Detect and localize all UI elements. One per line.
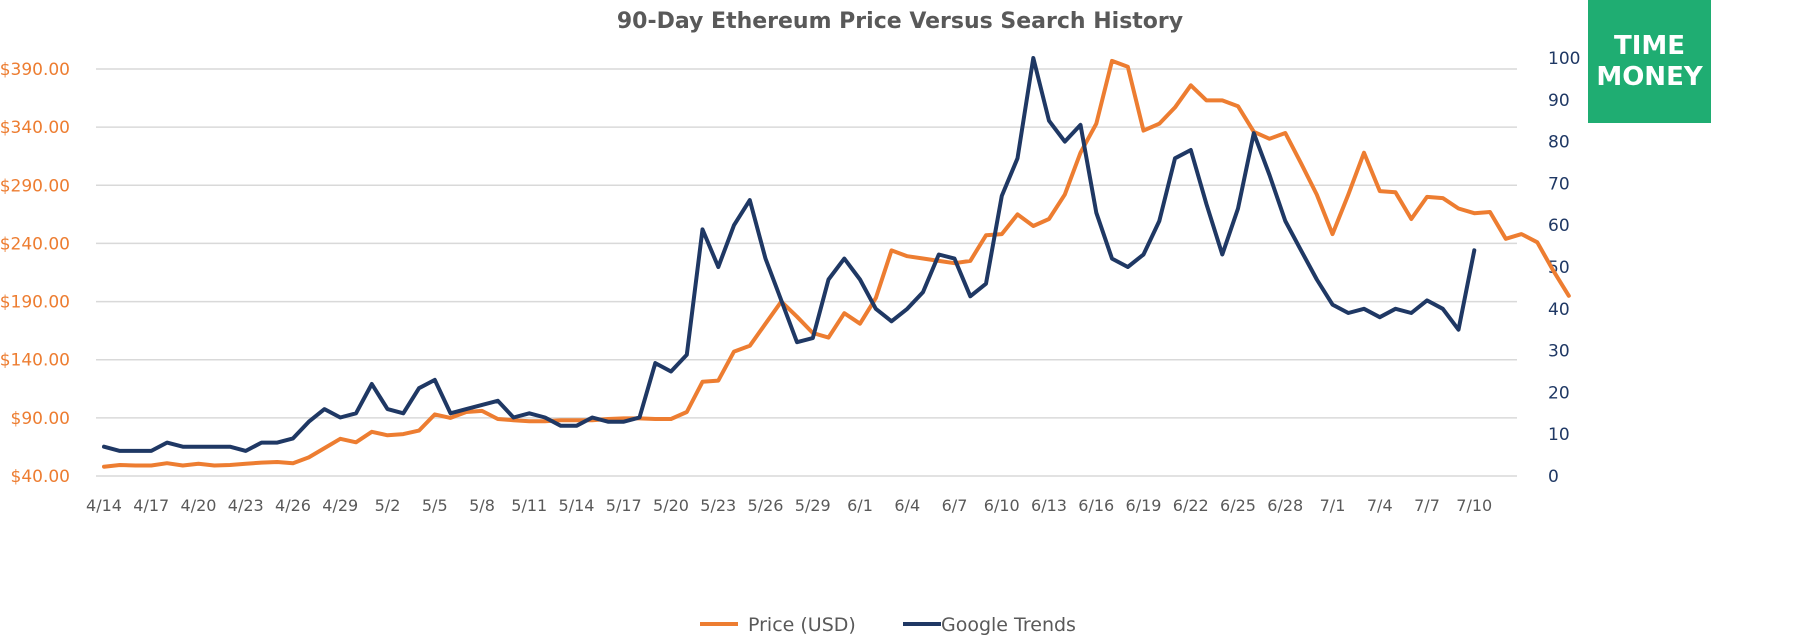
- right-tick-label: 60: [1548, 216, 1570, 236]
- x-tick-label: 6/16: [1078, 496, 1114, 515]
- left-tick-label: $140.00: [0, 351, 70, 371]
- right-tick-label: 0: [1548, 467, 1559, 487]
- x-tick-label: 7/4: [1367, 496, 1393, 515]
- x-tick-label: 5/23: [700, 496, 736, 515]
- right-tick-label: 100: [1548, 49, 1580, 69]
- left-tick-label: $240.00: [0, 234, 70, 254]
- x-tick-label: 5/14: [559, 496, 595, 515]
- right-tick-label: 10: [1548, 425, 1570, 445]
- right-tick-label: 40: [1548, 300, 1570, 320]
- x-tick-label: 6/28: [1267, 496, 1303, 515]
- x-tick-label: 4/29: [322, 496, 358, 515]
- x-axis-ticks: 4/14 4/17 4/20 4/23 4/26 4/29 5/2 5/5 5/8 5/11 5/1…: [86, 496, 1492, 515]
- x-tick-label: 4/23: [228, 496, 264, 515]
- left-tick-label: $290.00: [0, 176, 70, 196]
- left-tick-label: $390.00: [0, 60, 70, 80]
- price-line: [102, 58, 1571, 469]
- legend-trends-label: Google Trends: [941, 614, 1076, 636]
- x-tick-label: 5/11: [511, 496, 547, 515]
- x-tick-label: 6/10: [984, 496, 1020, 515]
- logo-line-1: TIME: [1613, 30, 1686, 61]
- x-tick-label: 6/25: [1220, 496, 1256, 515]
- series-lines: [102, 56, 1571, 469]
- left-tick-label: $190.00: [0, 293, 70, 313]
- left-axis-ticks: $40.00 $90.00 $140.00 $190.00 $240.00 $290.00…: [0, 60, 70, 487]
- right-tick-label: 70: [1548, 174, 1570, 194]
- time-money-logo: TIME MONEY: [1588, 0, 1711, 123]
- right-tick-label: 20: [1548, 383, 1570, 403]
- x-tick-label: 5/26: [748, 496, 784, 515]
- x-tick-label: 7/1: [1320, 496, 1346, 515]
- x-tick-label: 7/10: [1456, 496, 1492, 515]
- x-tick-label: 5/8: [469, 496, 495, 515]
- left-tick-label: $40.00: [11, 467, 70, 487]
- right-tick-label: 80: [1548, 133, 1570, 153]
- right-tick-label: 30: [1548, 342, 1570, 362]
- left-tick-label: $340.00: [0, 118, 70, 138]
- x-tick-label: 5/5: [422, 496, 448, 515]
- legend: Price (USD) Google Trends: [700, 614, 1076, 636]
- logo-line-2: MONEY: [1596, 61, 1703, 92]
- x-tick-label: 4/26: [275, 496, 311, 515]
- right-tick-label: 90: [1548, 91, 1570, 111]
- x-tick-label: 4/14: [86, 496, 122, 515]
- x-tick-label: 5/20: [653, 496, 689, 515]
- x-tick-label: 6/7: [942, 496, 968, 515]
- left-tick-label: $90.00: [11, 409, 70, 429]
- x-tick-label: 7/7: [1414, 496, 1440, 515]
- x-tick-label: 6/19: [1126, 496, 1162, 515]
- x-tick-label: 5/17: [606, 496, 642, 515]
- x-tick-label: 5/2: [375, 496, 401, 515]
- x-tick-label: 6/13: [1031, 496, 1067, 515]
- gridlines: [96, 68, 1517, 477]
- google-trends-line: [102, 56, 1477, 453]
- chart-title: 90-Day Ethereum Price Versus Search Hist…: [617, 9, 1183, 34]
- x-tick-label: 6/1: [847, 496, 873, 515]
- x-tick-label: 5/29: [795, 496, 831, 515]
- x-tick-label: 6/4: [894, 496, 920, 515]
- legend-price-label: Price (USD): [748, 614, 856, 636]
- x-tick-label: 4/17: [133, 496, 169, 515]
- x-tick-label: 6/22: [1173, 496, 1209, 515]
- x-tick-label: 4/20: [181, 496, 217, 515]
